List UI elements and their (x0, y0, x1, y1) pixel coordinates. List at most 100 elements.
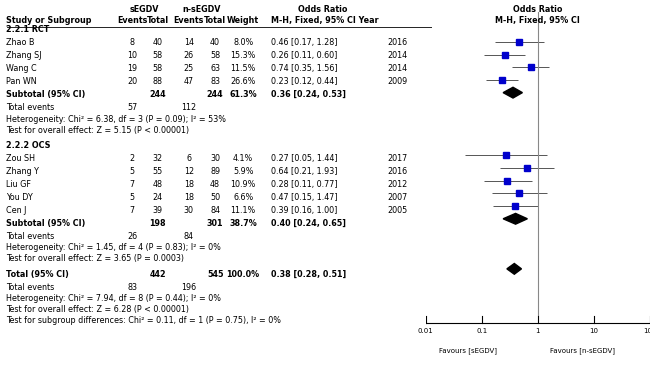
Text: Events: Events (117, 16, 148, 25)
Text: sEGDV: sEGDV (130, 5, 160, 14)
Text: 14: 14 (184, 38, 194, 47)
Text: Events: Events (174, 16, 204, 25)
Text: 2016: 2016 (387, 167, 408, 176)
Text: 26: 26 (184, 51, 194, 60)
Text: 83: 83 (210, 77, 220, 86)
Text: Heterogeneity: Chi² = 1.45, df = 4 (P = 0.83); I² = 0%: Heterogeneity: Chi² = 1.45, df = 4 (P = … (6, 243, 222, 252)
Text: 2007: 2007 (387, 193, 408, 202)
Text: M-H, Fixed, 95% CI Year: M-H, Fixed, 95% CI Year (271, 16, 379, 25)
Polygon shape (503, 87, 523, 98)
Text: Weight: Weight (227, 16, 259, 25)
Text: 0.23 [0.12, 0.44]: 0.23 [0.12, 0.44] (271, 77, 338, 86)
Text: 6.6%: 6.6% (233, 193, 254, 202)
Text: 0.39 [0.16, 1.00]: 0.39 [0.16, 1.00] (271, 206, 338, 215)
Text: 0.74 [0.35, 1.56]: 0.74 [0.35, 1.56] (271, 64, 338, 73)
Text: 0.38 [0.28, 0.51]: 0.38 [0.28, 0.51] (271, 270, 346, 279)
Text: Test for overall effect: Z = 3.65 (P = 0.0003): Test for overall effect: Z = 3.65 (P = 0… (6, 254, 185, 263)
Text: 0.36 [0.24, 0.53]: 0.36 [0.24, 0.53] (271, 90, 346, 99)
Text: Cen J: Cen J (6, 206, 27, 215)
Text: 0.28 [0.11, 0.77]: 0.28 [0.11, 0.77] (271, 180, 338, 189)
Text: n-sEGDV: n-sEGDV (183, 5, 221, 14)
Text: 48: 48 (153, 180, 162, 189)
Text: 1: 1 (536, 328, 540, 334)
Text: 0.1: 0.1 (476, 328, 488, 334)
Text: Total: Total (147, 16, 169, 25)
Text: 2017: 2017 (387, 154, 408, 163)
Text: 244: 244 (150, 90, 166, 99)
Text: Test for overall effect: Z = 6.28 (P < 0.00001): Test for overall effect: Z = 6.28 (P < 0… (6, 305, 190, 314)
Text: 11.5%: 11.5% (231, 64, 256, 73)
Text: 58: 58 (153, 64, 162, 73)
Text: 2: 2 (129, 154, 135, 163)
Polygon shape (503, 213, 527, 224)
Text: 32: 32 (153, 154, 162, 163)
Text: 0.27 [0.05, 1.44]: 0.27 [0.05, 1.44] (271, 154, 338, 163)
Text: Subtotal (95% CI): Subtotal (95% CI) (6, 219, 86, 228)
Text: 2009: 2009 (387, 77, 408, 86)
Text: 301: 301 (207, 219, 224, 228)
Text: 63: 63 (210, 64, 220, 73)
Text: Test for subgroup differences: Chi² = 0.11, df = 1 (P = 0.75), I² = 0%: Test for subgroup differences: Chi² = 0.… (6, 316, 281, 325)
Text: 2.2.2 OCS: 2.2.2 OCS (6, 141, 51, 150)
Text: 61.3%: 61.3% (229, 90, 257, 99)
Text: 545: 545 (207, 270, 224, 279)
Text: Favours [n-sEGDV]: Favours [n-sEGDV] (550, 348, 615, 354)
Text: Zhao B: Zhao B (6, 38, 35, 47)
Text: 10.9%: 10.9% (231, 180, 256, 189)
Text: Zou SH: Zou SH (6, 154, 36, 163)
Text: Zhang Y: Zhang Y (6, 167, 40, 176)
Text: 10: 10 (127, 51, 137, 60)
Text: 8: 8 (129, 38, 135, 47)
Text: 55: 55 (153, 167, 162, 176)
Text: 39: 39 (153, 206, 162, 215)
Text: 30: 30 (210, 154, 220, 163)
Text: 100: 100 (644, 328, 650, 334)
Text: 40: 40 (153, 38, 162, 47)
Text: 25: 25 (183, 64, 194, 73)
Text: 50: 50 (210, 193, 220, 202)
Text: 442: 442 (150, 270, 166, 279)
Text: 19: 19 (127, 64, 137, 73)
Text: Odds Ratio: Odds Ratio (298, 5, 347, 14)
Text: Zhang SJ: Zhang SJ (6, 51, 42, 60)
Text: Total: Total (204, 16, 226, 25)
Text: 196: 196 (181, 283, 196, 292)
Text: 0.47 [0.15, 1.47]: 0.47 [0.15, 1.47] (271, 193, 338, 202)
Text: 0.01: 0.01 (418, 328, 434, 334)
Text: Test for overall effect: Z = 5.15 (P < 0.00001): Test for overall effect: Z = 5.15 (P < 0… (6, 125, 190, 134)
Text: 10: 10 (590, 328, 599, 334)
Text: 2014: 2014 (387, 51, 408, 60)
Polygon shape (507, 263, 521, 274)
Text: 58: 58 (153, 51, 162, 60)
Text: 84: 84 (210, 206, 220, 215)
Text: 57: 57 (127, 103, 137, 112)
Text: 5: 5 (129, 193, 135, 202)
Text: 26: 26 (127, 232, 137, 241)
Text: 8.0%: 8.0% (233, 38, 254, 47)
Text: Subtotal (95% CI): Subtotal (95% CI) (6, 90, 86, 99)
Text: 88: 88 (153, 77, 162, 86)
Text: 83: 83 (127, 283, 137, 292)
Text: 5.9%: 5.9% (233, 167, 254, 176)
Text: 112: 112 (181, 103, 196, 112)
Text: 30: 30 (184, 206, 194, 215)
Text: 0.40 [0.24, 0.65]: 0.40 [0.24, 0.65] (271, 219, 346, 228)
Text: 5: 5 (129, 167, 135, 176)
Text: 2012: 2012 (387, 180, 408, 189)
Text: Total (95% CI): Total (95% CI) (6, 270, 70, 279)
Text: 2.2.1 RCT: 2.2.1 RCT (6, 25, 50, 34)
Text: Favours [sEGDV]: Favours [sEGDV] (439, 348, 497, 354)
Text: Odds Ratio: Odds Ratio (514, 5, 562, 14)
Text: 24: 24 (153, 193, 162, 202)
Text: Heterogeneity: Chi² = 6.38, df = 3 (P = 0.09); I² = 53%: Heterogeneity: Chi² = 6.38, df = 3 (P = … (6, 114, 226, 123)
Text: 100.0%: 100.0% (227, 270, 260, 279)
Text: Wang C: Wang C (6, 64, 37, 73)
Text: 18: 18 (184, 180, 194, 189)
Text: 26.6%: 26.6% (231, 77, 256, 86)
Text: Study or Subgroup: Study or Subgroup (6, 16, 92, 25)
Text: M-H, Fixed, 95% CI: M-H, Fixed, 95% CI (495, 16, 580, 25)
Text: 244: 244 (207, 90, 224, 99)
Text: 20: 20 (127, 77, 137, 86)
Text: You DY: You DY (6, 193, 33, 202)
Text: 89: 89 (210, 167, 220, 176)
